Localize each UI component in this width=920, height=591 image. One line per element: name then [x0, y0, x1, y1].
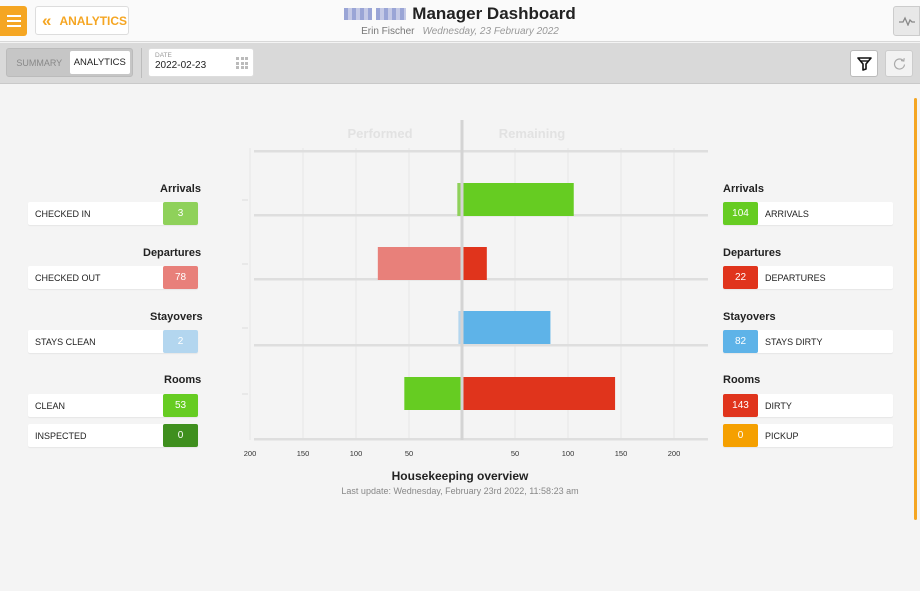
bar-performed-rooms [404, 377, 461, 410]
remaining-header: Remaining [499, 126, 566, 141]
dirty-badge: 143 [723, 394, 758, 417]
stays-dirty-row[interactable]: 82 STAYS DIRTY [723, 330, 893, 353]
back-button[interactable]: « ANALYTICS [35, 6, 129, 35]
inspected-label: INSPECTED [35, 430, 87, 441]
departures-row[interactable]: 22 DEPARTURES [723, 266, 893, 289]
checked-out-row[interactable]: CHECKED OUT 78 [28, 266, 198, 289]
bar-remaining-arrivals [463, 183, 574, 216]
left-arrivals-title: Arrivals [160, 183, 201, 195]
bar-remaining-rooms [463, 377, 616, 410]
right-stayovers-title: Stayovers [723, 311, 776, 323]
right-departures-title: Departures [723, 247, 782, 259]
double-chevron-left-icon: « [42, 11, 52, 30]
departures-label: DEPARTURES [765, 272, 826, 283]
app-header: « ANALYTICS Manager Dashboard Erin Fisch… [0, 0, 920, 42]
x-tick-label: 50 [511, 449, 519, 458]
stays-dirty-label: STAYS DIRTY [765, 336, 823, 347]
bar-performed-arrivals [457, 183, 461, 216]
arrivals-label: ARRIVALS [765, 208, 809, 219]
refresh-icon [893, 58, 905, 70]
toolbar: SUMMARY ANALYTICS DATE 2022-02-23 [0, 43, 920, 84]
divider [141, 48, 142, 78]
stays-dirty-badge: 82 [723, 330, 758, 353]
pickup-badge: 0 [723, 424, 758, 447]
title-block: Manager Dashboard Erin Fischer Wednesday,… [0, 4, 920, 37]
tab-summary[interactable]: SUMMARY [16, 57, 63, 68]
axis-baseline [254, 438, 708, 441]
checked-out-badge: 78 [163, 266, 198, 289]
activity-button[interactable] [893, 6, 920, 36]
center-axis [460, 120, 464, 440]
stays-clean-badge: 2 [163, 330, 198, 353]
checked-out-label: CHECKED OUT [35, 272, 101, 283]
left-stayovers-title: Stayovers [150, 311, 203, 323]
left-departures-title: Departures [143, 247, 202, 259]
dirty-label: DIRTY [765, 400, 792, 411]
checked-in-row[interactable]: CHECKED IN 3 [28, 202, 198, 225]
right-rooms-title: Rooms [723, 374, 761, 386]
menu-button[interactable] [0, 6, 27, 36]
bar-remaining-stayovers [463, 311, 551, 344]
inspected-badge: 0 [163, 424, 198, 447]
arrivals-badge: 104 [723, 202, 758, 225]
stays-clean-label: STAYS CLEAN [35, 336, 96, 347]
x-tick-label: 100 [350, 449, 363, 458]
checked-in-badge: 3 [163, 202, 198, 225]
pickup-label: PICKUP [765, 430, 799, 441]
x-tick-label: 100 [562, 449, 575, 458]
arrivals-row[interactable]: 104 ARRIVALS [723, 202, 893, 225]
right-arrivals-title: Arrivals [723, 183, 764, 195]
chart-title: Housekeeping overview [391, 469, 529, 483]
scrollbar[interactable] [914, 98, 917, 520]
housekeeping-chart: Performed Remaining 200 150 100 50 50 100 150 200 [242, 120, 708, 458]
date-value: 2022-02-23 [155, 60, 207, 71]
blurred-logo [344, 8, 407, 20]
checked-in-label: CHECKED IN [35, 208, 91, 219]
dirty-row[interactable]: 143 DIRTY [723, 394, 893, 417]
date-picker[interactable]: DATE 2022-02-23 [148, 48, 254, 77]
bar-remaining-departures [463, 247, 487, 280]
hamburger-icon [6, 15, 21, 17]
band-divider [254, 344, 708, 347]
view-toggle: SUMMARY ANALYTICS [6, 48, 133, 77]
filter-button[interactable] [850, 50, 878, 77]
chart-last-update: Last update: Wednesday, February 23rd 20… [341, 486, 579, 496]
back-button-label: ANALYTICS [59, 13, 128, 28]
clean-badge: 53 [163, 394, 198, 417]
refresh-button[interactable] [885, 50, 913, 77]
x-tick-label: 50 [405, 449, 413, 458]
x-tick-label: 200 [668, 449, 681, 458]
tab-analytics[interactable]: ANALYTICS [69, 51, 130, 74]
x-tick-label: 200 [244, 449, 257, 458]
filter-icon [856, 56, 872, 71]
date-label: DATE [155, 52, 172, 59]
pickup-row[interactable]: 0 PICKUP [723, 424, 893, 447]
activity-icon [898, 16, 915, 26]
user-name: Erin Fischer [361, 26, 415, 37]
left-rooms-title: Rooms [164, 374, 202, 386]
page-title: Manager Dashboard [412, 4, 576, 23]
performed-header: Performed [347, 126, 412, 141]
x-tick-label: 150 [615, 449, 628, 458]
calendar-grid-icon [236, 57, 248, 69]
bar-performed-stayovers [458, 311, 461, 344]
stays-clean-row[interactable]: STAYS CLEAN 2 [28, 330, 198, 353]
x-tick-label: 150 [297, 449, 310, 458]
bar-performed-departures [377, 247, 461, 280]
departures-badge: 22 [723, 266, 758, 289]
header-date: Wednesday, 23 February 2022 [422, 26, 559, 37]
clean-row[interactable]: CLEAN 53 [28, 394, 198, 417]
clean-label: CLEAN [35, 400, 66, 411]
band-divider [254, 150, 708, 153]
inspected-row[interactable]: INSPECTED 0 [28, 424, 198, 447]
